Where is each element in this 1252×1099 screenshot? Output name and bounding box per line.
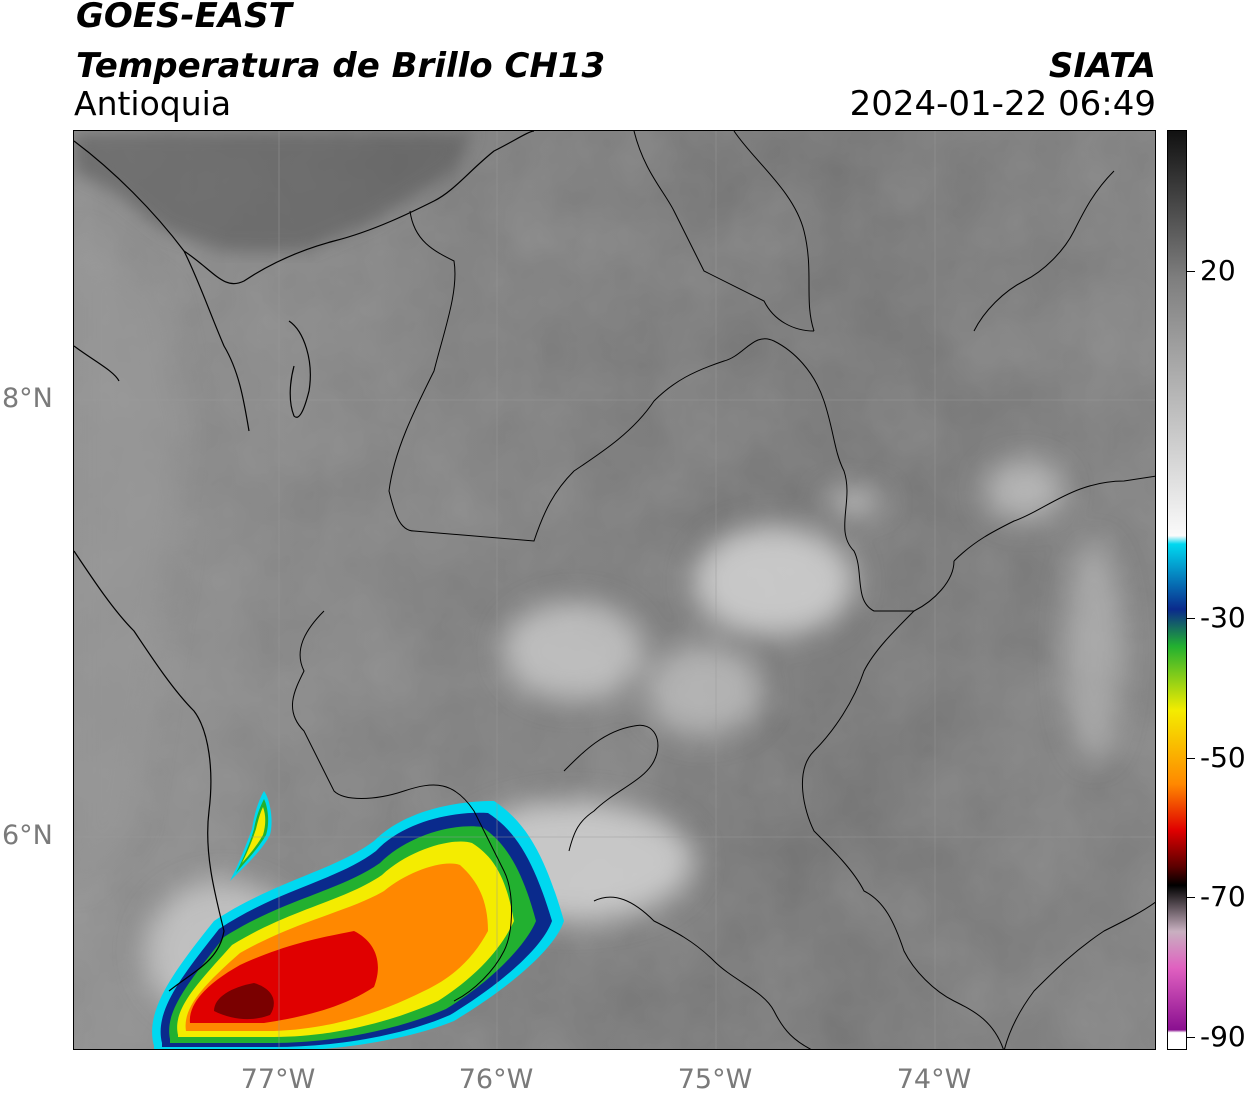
- colorbar-label: -30: [1200, 601, 1246, 634]
- lat-label-8n: 8°N: [2, 383, 53, 414]
- lat-label-6n: 6°N: [2, 820, 53, 851]
- colorbar: [1167, 130, 1187, 1050]
- organization-label: SIATA: [1048, 46, 1156, 86]
- colorbar-tick: [1187, 271, 1195, 272]
- colorbar-gradient: [1168, 131, 1186, 1049]
- colorbar-tick: [1187, 897, 1195, 898]
- product-title: Temperatura de Brillo CH13: [76, 46, 606, 86]
- colorbar-tick: [1187, 758, 1195, 759]
- map-canvas: [74, 131, 1155, 1049]
- colorbar-label: 20: [1200, 254, 1236, 287]
- light-west-strip: [74, 231, 194, 891]
- graticule: [74, 131, 1155, 1049]
- satellite-map[interactable]: [73, 130, 1156, 1050]
- colorbar-label: -50: [1200, 741, 1246, 774]
- colorbar-label: -70: [1200, 880, 1246, 913]
- department-borders: [291, 131, 1155, 1049]
- colorbar-tick: [1187, 618, 1195, 619]
- storm-cloud: [152, 791, 564, 1049]
- colorbar-label: -90: [1200, 1020, 1246, 1053]
- lon-label-75w: 75°W: [677, 1064, 753, 1095]
- caribbean-sea: [74, 131, 474, 251]
- lon-label-77w: 77°W: [240, 1064, 316, 1095]
- datetime-label: 2024-01-22 06:49: [849, 84, 1156, 124]
- lon-label-76w: 76°W: [458, 1064, 534, 1095]
- coastline: [74, 131, 535, 992]
- satellite-title: GOES-EAST: [76, 0, 292, 36]
- region-label: Antioquia: [74, 84, 232, 123]
- lon-label-74w: 74°W: [896, 1064, 972, 1095]
- colorbar-tick: [1187, 1037, 1195, 1038]
